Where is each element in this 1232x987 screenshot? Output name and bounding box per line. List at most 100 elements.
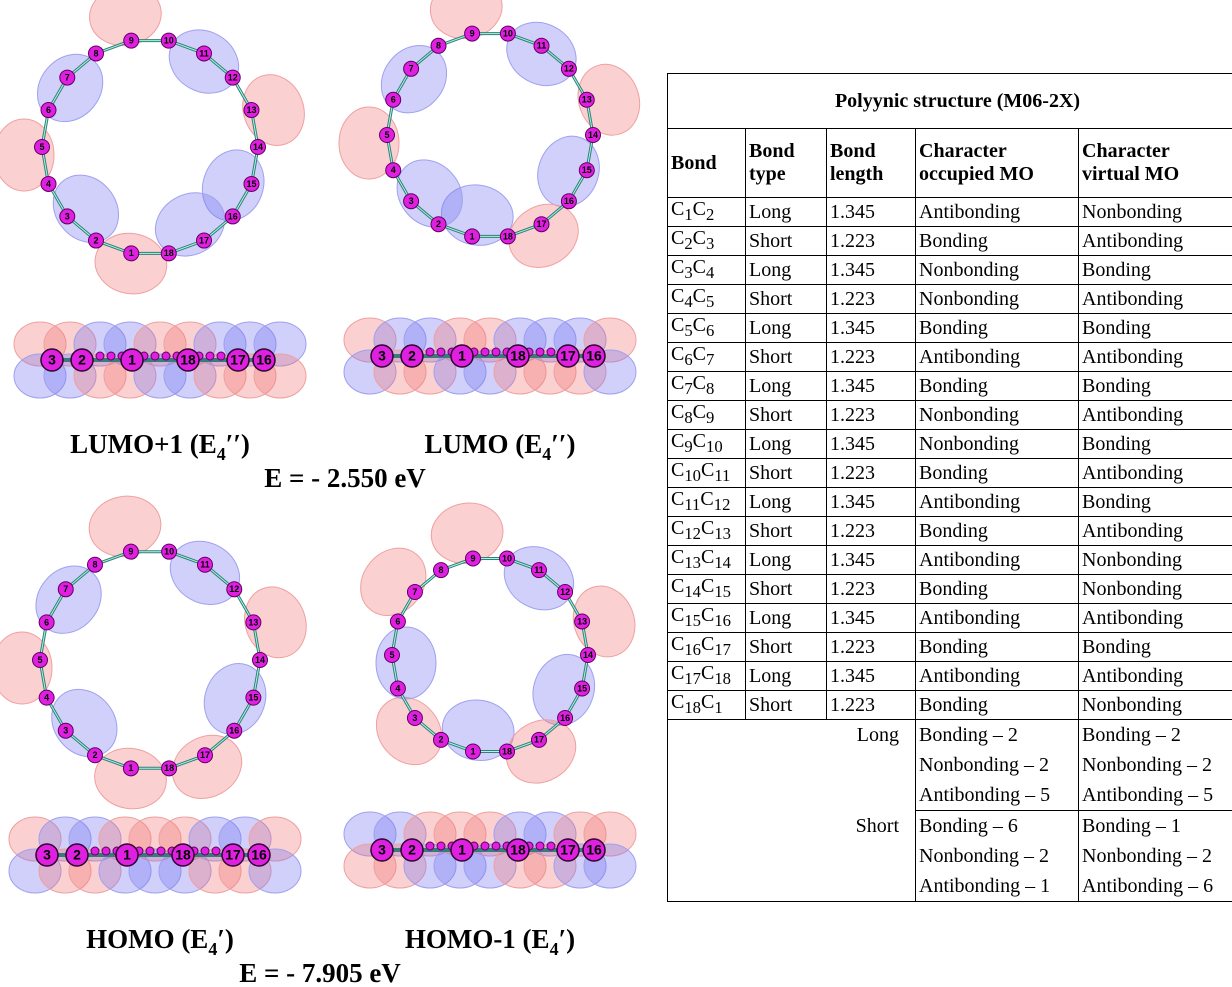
atom-label: 17 bbox=[199, 235, 209, 245]
bond-subscript: 16 bbox=[714, 611, 731, 630]
atom bbox=[536, 842, 544, 850]
cell-virtual: Nonbonding bbox=[1079, 691, 1232, 720]
atom-label: 18 bbox=[503, 231, 513, 241]
cell-type: Short bbox=[746, 227, 827, 256]
bond-atom: C bbox=[671, 372, 684, 394]
bond-subscript: 14 bbox=[684, 582, 701, 601]
cell-virtual: Bonding bbox=[1079, 633, 1232, 662]
atom-label: 2 bbox=[438, 735, 443, 745]
atom bbox=[492, 348, 500, 356]
atom bbox=[206, 352, 214, 360]
bond-subscript: 12 bbox=[714, 495, 731, 514]
orbital-lobe bbox=[376, 627, 436, 699]
bond-subscript: 7 bbox=[706, 350, 714, 369]
atom bbox=[492, 842, 500, 850]
atom-label: 16 bbox=[586, 348, 602, 364]
cell-length: 1.345 bbox=[827, 604, 916, 633]
atom-label: 3 bbox=[412, 713, 417, 723]
caption: HOMO (E4′) bbox=[86, 924, 234, 959]
cell-type: Short bbox=[746, 575, 827, 604]
cell-occupied: Bonding bbox=[916, 575, 1079, 604]
atom-label: 17 bbox=[560, 348, 576, 364]
atom-label: 13 bbox=[246, 105, 256, 115]
caption-name: LUMO+1 (E bbox=[70, 429, 217, 459]
atom-label: 7 bbox=[412, 587, 417, 597]
bond-atom: C bbox=[700, 488, 713, 510]
cell-length: 1.345 bbox=[827, 198, 916, 227]
bond-subscript: 5 bbox=[706, 292, 714, 311]
bond-subscript: 11 bbox=[684, 495, 700, 514]
cell-type: Short bbox=[746, 285, 827, 314]
bond-subscript: 2 bbox=[684, 234, 692, 253]
bond-atom: C bbox=[693, 372, 706, 394]
cell-occupied: Antibonding bbox=[916, 604, 1079, 633]
summary-line: Nonbonding – 2 bbox=[1082, 750, 1232, 780]
atom-label: 14 bbox=[253, 142, 263, 152]
cell-length: 1.345 bbox=[827, 662, 916, 691]
cell-occupied: Antibonding bbox=[916, 198, 1079, 227]
atom bbox=[536, 348, 544, 356]
bond-cell: C11C12 bbox=[668, 488, 746, 517]
atom-label: 9 bbox=[128, 547, 133, 557]
atom-label: 18 bbox=[180, 352, 196, 368]
atom bbox=[162, 352, 170, 360]
atom-label: 6 bbox=[46, 105, 51, 115]
bond-atom: C bbox=[671, 459, 684, 481]
cell-length: 1.223 bbox=[827, 401, 916, 430]
orbital-lobe bbox=[159, 529, 251, 617]
summary-virtual: Bonding – 1Nonbonding – 2Antibonding – 6 bbox=[1079, 811, 1232, 902]
bond-cell: C17C18 bbox=[668, 662, 746, 691]
atom-label: 8 bbox=[92, 560, 97, 570]
bond-atom: C bbox=[671, 662, 684, 684]
summary-line: Antibonding – 5 bbox=[919, 780, 1075, 810]
atom-label: 3 bbox=[378, 348, 386, 364]
atom-label: 5 bbox=[39, 142, 44, 152]
bond-subscript: 4 bbox=[684, 292, 692, 311]
bond-subscript: 18 bbox=[684, 698, 701, 717]
bond-cell: C4C5 bbox=[668, 285, 746, 314]
cell-length: 1.345 bbox=[827, 256, 916, 285]
atom bbox=[481, 348, 489, 356]
bond-subscript: 8 bbox=[684, 408, 692, 427]
table-row: C4C5Short1.223NonbondingAntibonding bbox=[668, 285, 1232, 314]
atom-label: 16 bbox=[228, 211, 238, 221]
bond-atom: C bbox=[693, 227, 706, 249]
atom-label: 16 bbox=[564, 196, 574, 206]
summary-line: Bonding – 2 bbox=[1082, 720, 1232, 750]
energy: E = - 7.905 eV bbox=[239, 958, 401, 987]
cell-virtual: Antibonding bbox=[1079, 459, 1232, 488]
table-row: C16C17Short1.223BondingBonding bbox=[668, 633, 1232, 662]
atom-label: 3 bbox=[378, 842, 386, 858]
bond-atom: C bbox=[671, 575, 684, 597]
bond-atom: C bbox=[701, 546, 714, 568]
cell-type: Short bbox=[746, 691, 827, 720]
atom-label: 12 bbox=[564, 64, 574, 74]
cell-virtual: Antibonding bbox=[1079, 343, 1232, 372]
cell-virtual: Bonding bbox=[1079, 372, 1232, 401]
caption-tail: ′) bbox=[217, 924, 234, 954]
atom-label: 4 bbox=[44, 692, 49, 702]
atom bbox=[426, 842, 434, 850]
cell-virtual: Antibonding bbox=[1079, 604, 1232, 633]
bond-atom: C bbox=[701, 633, 714, 655]
cell-occupied: Nonbonding bbox=[916, 256, 1079, 285]
atom bbox=[212, 847, 220, 855]
bond-subscript: 2 bbox=[706, 205, 714, 224]
atom-label: 17 bbox=[225, 847, 241, 863]
cell-type: Long bbox=[746, 604, 827, 633]
atom-label: 17 bbox=[200, 750, 210, 760]
summary-row: ShortBonding – 6Nonbonding – 2Antibondin… bbox=[668, 811, 1232, 902]
caption-tail: ′′) bbox=[226, 429, 250, 459]
ring-view: 123456789101112131415161718 bbox=[0, 491, 316, 815]
cell-occupied: Antibonding bbox=[916, 488, 1079, 517]
ring-view: 123456789101112131415161718 bbox=[339, 0, 649, 280]
cell-length: 1.223 bbox=[827, 343, 916, 372]
cell-virtual: Antibonding bbox=[1079, 517, 1232, 546]
atom-label: 16 bbox=[251, 847, 267, 863]
atom bbox=[547, 842, 555, 850]
atom-label: 13 bbox=[577, 616, 587, 626]
table-title: Polyynic structure (M06-2X) bbox=[668, 74, 1232, 129]
bond-subscript: 7 bbox=[684, 379, 692, 398]
atom-label: 2 bbox=[92, 750, 97, 760]
